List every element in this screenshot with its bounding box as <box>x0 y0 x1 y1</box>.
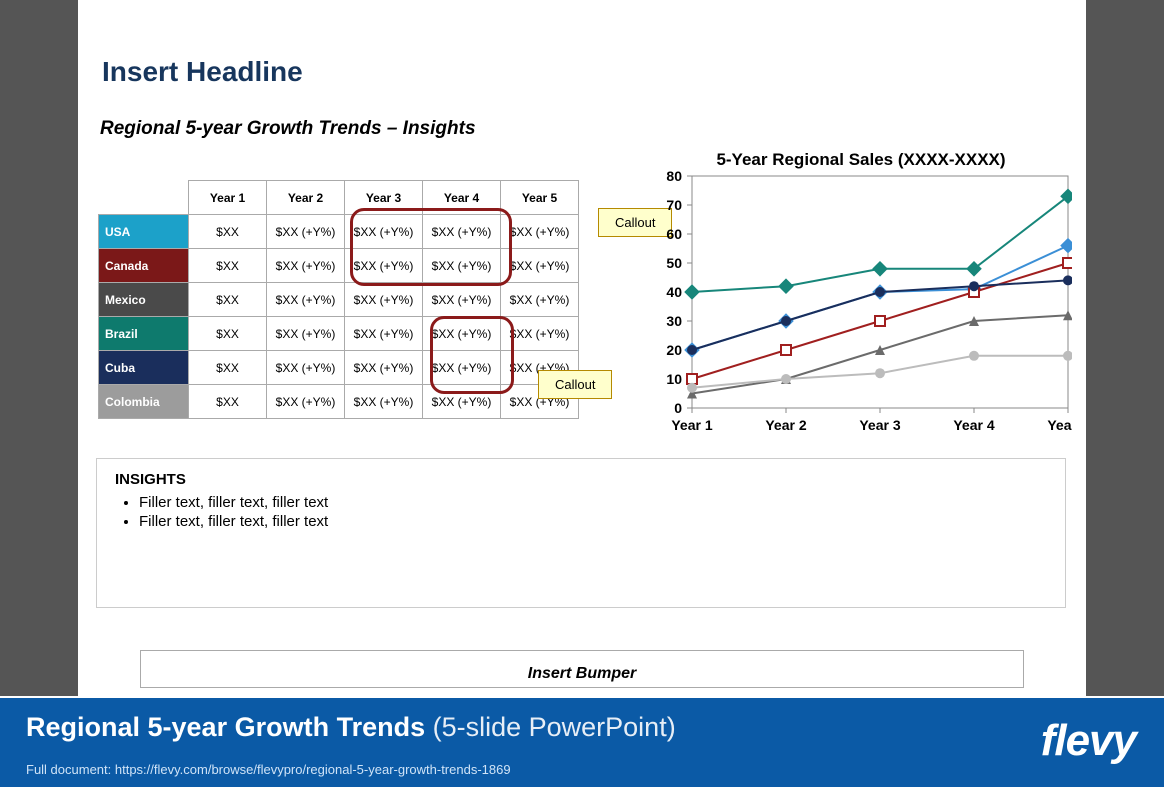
table-col-header: Year 3 <box>345 181 423 215</box>
callout-text: Callout <box>555 377 595 392</box>
svg-text:50: 50 <box>666 255 682 271</box>
footer-title-light: (5-slide PowerPoint) <box>425 712 676 742</box>
svg-text:Year 5: Year 5 <box>1047 417 1072 432</box>
table-cell: $XX (+Y%) <box>345 283 423 317</box>
row-label: Cuba <box>99 351 189 385</box>
table-cell: $XX (+Y%) <box>423 249 501 283</box>
table-cell: $XX (+Y%) <box>345 215 423 249</box>
table-col-header: Year 2 <box>267 181 345 215</box>
row-label: Colombia <box>99 385 189 419</box>
footer-link[interactable]: Full document: https://flevy.com/browse/… <box>26 762 511 777</box>
table-cell: $XX <box>189 215 267 249</box>
svg-text:30: 30 <box>666 313 682 329</box>
table-cell: $XX (+Y%) <box>423 283 501 317</box>
svg-text:Year 1: Year 1 <box>671 417 712 432</box>
table-cell: $XX (+Y%) <box>423 351 501 385</box>
svg-text:70: 70 <box>666 197 682 213</box>
page-title: Insert Headline <box>102 56 303 88</box>
table-cell: $XX (+Y%) <box>267 351 345 385</box>
svg-text:Year 3: Year 3 <box>859 417 900 432</box>
table-row: Canada$XX$XX (+Y%)$XX (+Y%)$XX (+Y%)$XX … <box>99 249 579 283</box>
table-cell: $XX (+Y%) <box>501 249 579 283</box>
table-row: Mexico$XX$XX (+Y%)$XX (+Y%)$XX (+Y%)$XX … <box>99 283 579 317</box>
svg-text:40: 40 <box>666 284 682 300</box>
logo: flevy <box>1041 716 1136 766</box>
table-cell: $XX (+Y%) <box>345 317 423 351</box>
table-cell: $XX (+Y%) <box>267 317 345 351</box>
svg-text:Year 2: Year 2 <box>765 417 806 432</box>
table-cell: $XX <box>189 317 267 351</box>
subtitle: Regional 5-year Growth Trends – Insights <box>100 118 476 140</box>
row-label: USA <box>99 215 189 249</box>
table-cell: $XX (+Y%) <box>501 317 579 351</box>
table-col-header: Year 4 <box>423 181 501 215</box>
footer-bar: Regional 5-year Growth Trends (5-slide P… <box>0 696 1164 787</box>
footer-title: Regional 5-year Growth Trends (5-slide P… <box>26 712 676 743</box>
svg-text:80: 80 <box>666 170 682 184</box>
bumper-text: Insert Bumper <box>528 665 636 682</box>
table-cell: $XX (+Y%) <box>345 249 423 283</box>
table-cell: $XX (+Y%) <box>501 215 579 249</box>
row-label: Brazil <box>99 317 189 351</box>
table-cell: $XX (+Y%) <box>267 215 345 249</box>
table-row: Colombia$XX$XX (+Y%)$XX (+Y%)$XX (+Y%)$X… <box>99 385 579 419</box>
table-cell: $XX <box>189 249 267 283</box>
table-cell: $XX (+Y%) <box>267 283 345 317</box>
table-cell: $XX <box>189 351 267 385</box>
table-cell: $XX (+Y%) <box>423 317 501 351</box>
table-row: Cuba$XX$XX (+Y%)$XX (+Y%)$XX (+Y%)$XX (+… <box>99 351 579 385</box>
insights-heading: INSIGHTS <box>115 471 1047 488</box>
table-cell: $XX (+Y%) <box>423 385 501 419</box>
callout-box: Callout <box>538 370 612 399</box>
line-chart: 0 10 20 30 40 50 60 70 80 Year 1 Year 2 Year 3 Year … <box>616 170 1072 432</box>
table-cell: $XX (+Y%) <box>345 385 423 419</box>
slide-backdrop: Insert Headline Regional 5-year Growth T… <box>0 0 1164 696</box>
table-row: Brazil$XX$XX (+Y%)$XX (+Y%)$XX (+Y%)$XX … <box>99 317 579 351</box>
table-row: USA$XX$XX (+Y%)$XX (+Y%)$XX (+Y%)$XX (+Y… <box>99 215 579 249</box>
data-table: Year 1Year 2Year 3Year 4Year 5 USA$XX$XX… <box>98 180 579 419</box>
footer-title-bold: Regional 5-year Growth Trends <box>26 712 425 742</box>
table-cell: $XX <box>189 283 267 317</box>
table-col-header: Year 1 <box>189 181 267 215</box>
insights-panel: INSIGHTS Filler text, filler text, fille… <box>96 458 1066 608</box>
table-cell: $XX (+Y%) <box>345 351 423 385</box>
table-cell: $XX <box>189 385 267 419</box>
table-col-header: Year 5 <box>501 181 579 215</box>
row-label: Mexico <box>99 283 189 317</box>
svg-text:60: 60 <box>666 226 682 242</box>
slide: Insert Headline Regional 5-year Growth T… <box>78 0 1086 696</box>
insights-list: Filler text, filler text, filler text Fil… <box>139 494 1047 530</box>
svg-text:0: 0 <box>674 400 682 416</box>
insight-bullet: Filler text, filler text, filler text <box>139 494 1047 511</box>
svg-text:10: 10 <box>666 371 682 387</box>
svg-text:20: 20 <box>666 342 682 358</box>
svg-text:Year 4: Year 4 <box>953 417 994 432</box>
bumper-box: Insert Bumper <box>140 650 1024 688</box>
chart-title: 5-Year Regional Sales (XXXX-XXXX) <box>646 150 1076 170</box>
table-cell: $XX (+Y%) <box>423 215 501 249</box>
row-label: Canada <box>99 249 189 283</box>
table-cell: $XX (+Y%) <box>501 283 579 317</box>
table-cell: $XX (+Y%) <box>267 249 345 283</box>
insight-bullet: Filler text, filler text, filler text <box>139 513 1047 530</box>
table-cell: $XX (+Y%) <box>267 385 345 419</box>
